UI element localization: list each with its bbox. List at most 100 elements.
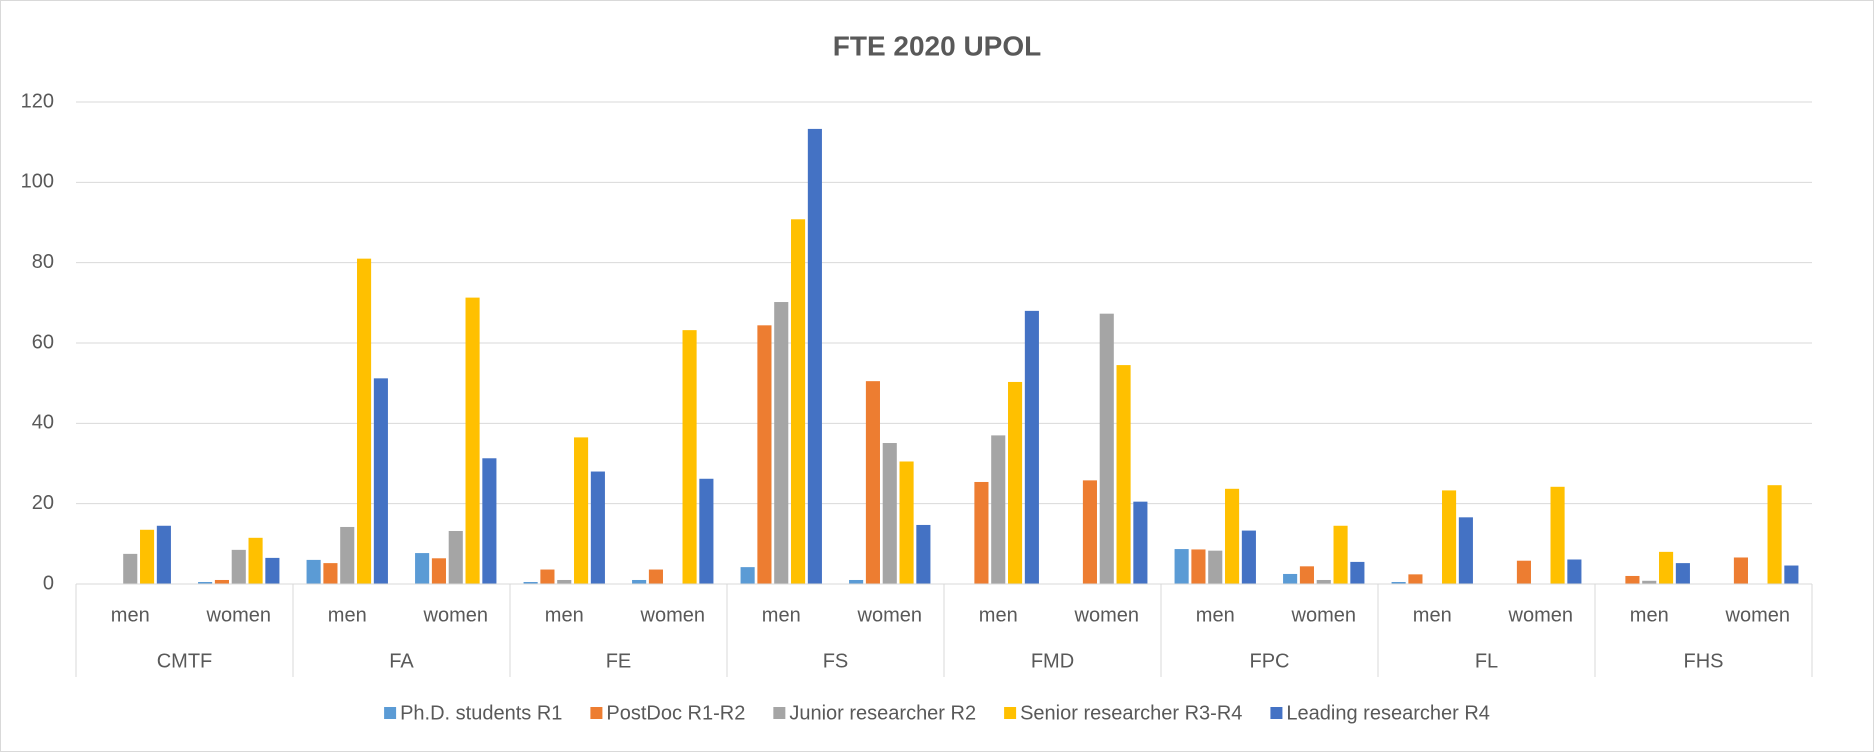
bar <box>1675 563 1690 584</box>
bar <box>757 325 772 584</box>
bar <box>1442 490 1457 584</box>
bar <box>1767 485 1782 584</box>
bar <box>1458 517 1473 584</box>
group-label: FMD <box>1031 650 1074 672</box>
x-tick-label: men <box>762 604 801 626</box>
bar <box>1516 560 1531 584</box>
legend-swatch <box>773 707 786 719</box>
y-tick-label: 120 <box>21 90 54 112</box>
bar <box>248 537 263 584</box>
bar <box>431 558 446 584</box>
bar <box>265 557 280 584</box>
x-tick-label: men <box>1413 604 1452 626</box>
x-tick-label: men <box>111 604 150 626</box>
x-tick-label: women <box>1725 604 1790 626</box>
bar <box>574 437 589 584</box>
y-tick-label: 80 <box>32 251 54 273</box>
bar <box>448 530 463 584</box>
legend-label: Junior researcher R2 <box>789 702 976 724</box>
bar <box>1550 486 1565 584</box>
group-label: FPC <box>1250 650 1290 672</box>
bar <box>1174 549 1189 584</box>
group-label: FA <box>389 650 414 672</box>
x-tick-label: men <box>1196 604 1235 626</box>
y-tick-label: 20 <box>32 492 54 514</box>
x-tick-label: women <box>423 604 488 626</box>
x-tick-label: women <box>640 604 705 626</box>
bar <box>323 563 338 584</box>
x-tick-label: women <box>1508 604 1573 626</box>
bar <box>1241 530 1256 584</box>
bar <box>557 579 572 584</box>
bar <box>899 461 914 584</box>
bar <box>791 219 806 584</box>
bar <box>991 435 1006 584</box>
bar <box>1408 574 1423 584</box>
y-tick-label: 40 <box>32 412 54 434</box>
group-label: FE <box>606 650 632 672</box>
legend-label: Ph.D. students R1 <box>400 702 562 724</box>
x-tick-label: women <box>206 604 271 626</box>
bar <box>1133 501 1148 584</box>
bar <box>1225 488 1240 584</box>
bar <box>1082 480 1097 584</box>
y-tick-label: 100 <box>21 171 54 193</box>
chart-title: FTE 2020 UPOL <box>833 30 1042 61</box>
bar <box>306 559 321 584</box>
bar <box>214 579 229 584</box>
legend-label: PostDoc R1-R2 <box>606 702 745 724</box>
bar <box>1008 381 1023 584</box>
y-tick-label: 60 <box>32 331 54 353</box>
bar <box>415 553 430 584</box>
y-tick-label: 0 <box>43 572 54 594</box>
x-tick-label: women <box>1291 604 1356 626</box>
legend-swatch <box>1004 707 1017 719</box>
bar <box>882 443 897 584</box>
bar <box>916 524 931 584</box>
bar <box>1784 565 1799 584</box>
bar <box>1350 561 1365 584</box>
bar <box>699 478 714 584</box>
bar <box>865 381 880 584</box>
bar <box>682 330 697 584</box>
bar <box>140 529 155 584</box>
bar <box>1316 579 1331 584</box>
bar <box>1659 551 1674 584</box>
bar <box>1283 573 1298 584</box>
bar <box>1208 550 1223 584</box>
bar <box>740 567 755 584</box>
legend-label: Leading researcher R4 <box>1286 702 1489 724</box>
bar <box>340 526 355 584</box>
bar <box>590 471 605 584</box>
bar <box>807 128 822 584</box>
group-label: FS <box>823 650 849 672</box>
legend-label: Senior researcher R3-R4 <box>1020 702 1242 724</box>
group-label: CMTF <box>157 650 213 672</box>
bar <box>974 481 989 584</box>
bar <box>1099 313 1114 584</box>
bar <box>1733 557 1748 584</box>
x-tick-label: women <box>857 604 922 626</box>
x-tick-label: men <box>1630 604 1669 626</box>
legend-swatch <box>590 707 603 719</box>
bar <box>1116 365 1131 584</box>
bar <box>482 458 497 584</box>
bar <box>465 297 480 584</box>
legend-swatch <box>384 707 397 719</box>
group-label: FL <box>1475 650 1498 672</box>
x-tick-label: women <box>1074 604 1139 626</box>
x-tick-label: men <box>328 604 367 626</box>
bar <box>1299 566 1314 584</box>
bar <box>231 549 246 584</box>
legend-swatch <box>1270 707 1283 719</box>
bar <box>523 581 538 584</box>
bar <box>123 553 138 584</box>
bar <box>198 581 213 584</box>
bar <box>1333 525 1348 584</box>
bar <box>1642 580 1657 584</box>
bar <box>648 569 663 584</box>
group-label: FHS <box>1684 650 1724 672</box>
bar <box>1191 549 1206 584</box>
